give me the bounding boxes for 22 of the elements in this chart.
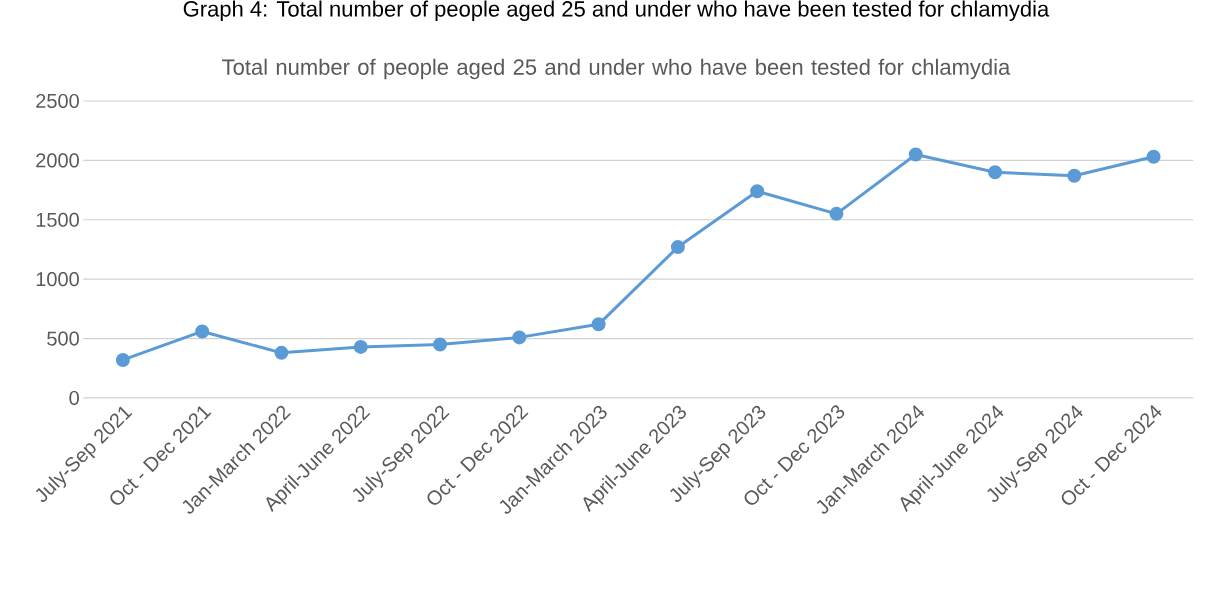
y-tick-label: 2000 <box>36 153 79 168</box>
point <box>512 330 527 345</box>
y-tick-label: 500 <box>47 331 79 346</box>
point <box>908 147 923 162</box>
caption: Graph 4: Total number of people aged 25 and under who have been tested for chlamydia <box>183 0 1050 22</box>
point <box>1146 149 1161 164</box>
point <box>353 339 368 354</box>
y-tick-label: 0 <box>69 390 79 406</box>
point <box>195 324 210 339</box>
y-tick-label: 2500 <box>36 93 79 109</box>
point <box>433 337 448 352</box>
point <box>591 317 606 332</box>
point <box>115 352 130 367</box>
chart-title: Total number of people aged 25 and under who have been tested for chlamydia <box>222 58 1011 80</box>
point <box>829 206 844 221</box>
point <box>1067 168 1082 183</box>
point <box>750 184 765 199</box>
y-tick-label: 1500 <box>36 212 79 227</box>
point <box>988 165 1003 180</box>
point <box>670 240 685 255</box>
point <box>274 345 289 360</box>
y-tick-label: 1000 <box>36 272 79 287</box>
